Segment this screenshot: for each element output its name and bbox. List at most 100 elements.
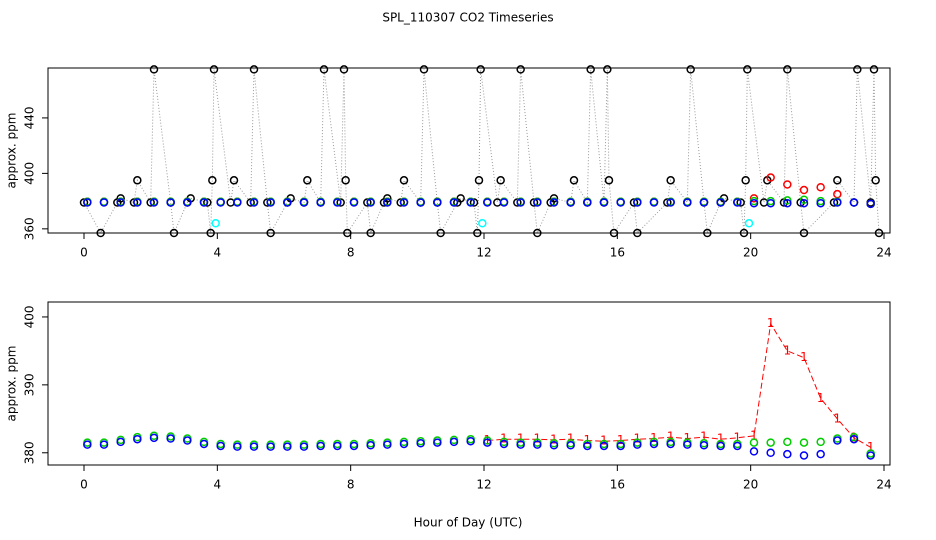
data-point: 1 xyxy=(484,433,492,447)
x-tick-label: 16 xyxy=(610,246,625,260)
data-point xyxy=(633,228,642,238)
data-point xyxy=(383,198,392,207)
data-point xyxy=(799,228,809,238)
data-point xyxy=(116,194,125,203)
data-point xyxy=(533,440,542,449)
data-point xyxy=(216,441,225,451)
data-point: 1 xyxy=(684,431,692,445)
data-point xyxy=(303,176,312,185)
data-point xyxy=(416,439,425,448)
data-point xyxy=(866,451,875,460)
data-point xyxy=(473,228,482,238)
data-point xyxy=(449,198,459,207)
data-point xyxy=(299,198,309,207)
data-point xyxy=(336,198,345,207)
data-point xyxy=(599,198,609,207)
data-point: 1 xyxy=(717,432,725,446)
data-point xyxy=(469,198,479,207)
x-tick-label: 24 xyxy=(876,478,891,492)
data-point xyxy=(816,182,825,192)
data-point: 1 xyxy=(800,350,808,364)
data-point xyxy=(733,441,742,451)
data-point xyxy=(749,438,759,447)
data-point xyxy=(396,198,405,207)
data-point xyxy=(83,198,92,207)
data-point xyxy=(129,198,139,207)
data-point xyxy=(316,198,325,207)
data-point xyxy=(616,441,625,451)
data-point xyxy=(246,198,255,207)
x-tick-label: 4 xyxy=(214,246,222,260)
series-line xyxy=(83,69,880,235)
data-point xyxy=(263,198,272,207)
data-point xyxy=(209,65,219,74)
data-point xyxy=(663,198,672,207)
data-point xyxy=(743,65,752,74)
data-point xyxy=(476,65,485,74)
data-point xyxy=(666,198,675,207)
data-point xyxy=(399,176,409,185)
plot-frame xyxy=(47,67,891,234)
series-line xyxy=(487,322,871,448)
data-point xyxy=(609,228,619,238)
data-point xyxy=(383,194,392,203)
data-point xyxy=(766,198,775,208)
data-point xyxy=(349,441,359,451)
data-point xyxy=(783,449,792,459)
data-point xyxy=(499,198,509,207)
y-tick-label: 390 xyxy=(23,373,37,396)
data-point xyxy=(739,228,749,238)
data-point xyxy=(366,228,375,238)
data-point xyxy=(133,434,142,444)
data-point xyxy=(749,447,759,456)
data-point: 1 xyxy=(734,430,742,444)
y-tick-label: 360 xyxy=(23,217,37,240)
data-point xyxy=(249,198,259,207)
data-point xyxy=(871,176,880,185)
data-point xyxy=(799,198,809,208)
data-point: 1 xyxy=(700,430,708,444)
data-point xyxy=(333,198,342,207)
data-point xyxy=(874,228,884,238)
data-point: 1 xyxy=(867,440,875,454)
data-point xyxy=(616,198,625,207)
data-point xyxy=(83,440,92,449)
data-point xyxy=(183,436,192,445)
data-point xyxy=(133,198,142,207)
data-point xyxy=(419,65,429,74)
data-point xyxy=(586,65,595,74)
data-point xyxy=(366,198,375,207)
data-point xyxy=(399,198,409,207)
data-point xyxy=(829,198,839,207)
data-point xyxy=(799,185,809,195)
data-point xyxy=(799,438,809,447)
data-point xyxy=(433,438,442,447)
data-point xyxy=(783,437,792,447)
data-point xyxy=(133,176,142,185)
data-point xyxy=(666,176,675,185)
data-point xyxy=(383,440,392,449)
data-point xyxy=(833,189,842,199)
data-point xyxy=(703,228,712,238)
data-point xyxy=(516,198,525,207)
data-point xyxy=(366,441,375,450)
data-point xyxy=(208,176,217,185)
y-tick-label: 380 xyxy=(23,441,37,464)
x-tick-label: 16 xyxy=(610,478,625,492)
data-point xyxy=(716,198,725,207)
data-point xyxy=(683,440,692,449)
data-point xyxy=(283,442,292,451)
data-point xyxy=(116,198,125,207)
data-point xyxy=(266,442,275,451)
data-point xyxy=(833,436,842,445)
data-point xyxy=(233,198,242,207)
y-axis-label: approx. ppm xyxy=(5,346,19,422)
data-point xyxy=(783,198,792,208)
data-point xyxy=(699,198,709,207)
data-point xyxy=(433,198,442,207)
data-point xyxy=(183,198,192,207)
data-point xyxy=(516,65,525,74)
data-point xyxy=(399,439,409,449)
data-point xyxy=(339,65,349,74)
